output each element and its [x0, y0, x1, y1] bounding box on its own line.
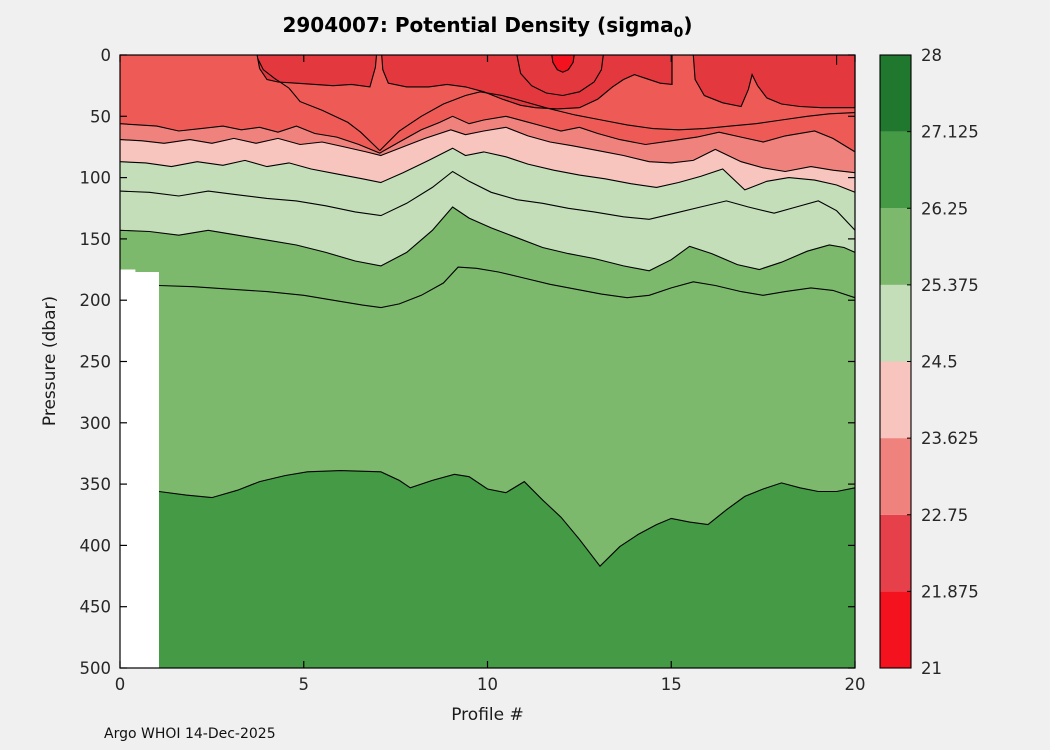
y-tick-label: 0 — [101, 46, 112, 65]
colorbar: 21 21.875 22.75 23.625 24.5 25.375 26.25 27.125… — [879, 46, 979, 678]
colorbar-tick-label: 26.25 — [921, 199, 968, 218]
y-tick-label: 300 — [80, 414, 112, 433]
colorbar-band — [880, 284, 911, 362]
y-tick-label: 50 — [90, 107, 111, 126]
pale-green-band-top-line — [119, 147, 856, 193]
dark-green-band-top-fill — [159, 470, 855, 668]
colorbar-tick-label: 25.375 — [921, 276, 979, 295]
mid-green-band-top-line — [119, 206, 856, 272]
colorbar-tick-label: 27.125 — [921, 123, 979, 142]
x-tick-label: 20 — [845, 675, 866, 694]
dark-red-patch-center — [381, 55, 672, 109]
dark-red-patch-right-outline — [692, 54, 856, 109]
colorbar-band — [880, 55, 911, 132]
dark-red-patch-center-outline — [381, 54, 673, 110]
colorbar-band — [880, 131, 911, 209]
red-zone-line-left — [257, 58, 381, 151]
colorbar-tick-label: 22.75 — [921, 506, 968, 525]
y-tick-label: 400 — [80, 536, 112, 555]
title-suffix: ) — [683, 13, 693, 37]
x-tick-label: 0 — [115, 675, 126, 694]
colorbar-tick-label: 21 — [921, 659, 942, 678]
dark-red-patch-left — [257, 55, 377, 87]
colorbar-band — [880, 361, 911, 439]
colorbar-band — [880, 591, 911, 668]
salmon-band-top-line — [119, 115, 856, 154]
colorbar-band — [880, 208, 911, 285]
y-tick-label: 200 — [80, 291, 112, 310]
watermark-annotation: Argo WHOI 14-Dec-2025 — [104, 726, 276, 742]
y-tick-label: 350 — [80, 475, 112, 494]
y-tick-label: 450 — [80, 598, 112, 617]
title-text: 2904007: Potential Density (sigma — [282, 13, 674, 37]
red-zone-line-right — [379, 91, 856, 151]
contour-fills — [120, 55, 855, 669]
colorbar-band — [880, 438, 911, 515]
bright-red-blob-outline — [551, 54, 575, 73]
colorbar-tick-label: 21.875 — [921, 582, 979, 601]
y-tick-label: 150 — [80, 230, 112, 249]
title-subscript: 0 — [673, 25, 684, 41]
colorbar-tick-label: 28 — [921, 46, 942, 65]
colorbar-tick-label: 24.5 — [921, 353, 958, 372]
x-tick-label: 10 — [477, 675, 498, 694]
surface-red-ring-line — [516, 54, 604, 97]
dark-red-patch-right — [693, 55, 855, 108]
contour-lines — [119, 54, 856, 568]
colorbar-band — [880, 514, 911, 592]
plot-title: 2904007: Potential Density (sigma0) — [120, 13, 855, 41]
mid-green-internal-line — [158, 266, 856, 309]
colorbar-tick-label: 23.625 — [921, 429, 979, 448]
missing-data-white — [120, 269, 159, 668]
y-tick-label: 250 — [80, 353, 112, 372]
dark-green-band-top-line — [158, 470, 856, 568]
pale-green-internal-line — [119, 170, 856, 231]
dark-red-patch-left-outline — [256, 54, 378, 88]
y-tick-label: 100 — [80, 169, 112, 188]
x-axis-label: Profile # — [451, 705, 524, 725]
x-tick-label: 5 — [299, 675, 310, 694]
pink-band-top-line — [119, 126, 856, 174]
x-tick-label: 15 — [661, 675, 682, 694]
y-tick-label: 500 — [80, 659, 112, 678]
y-axis-label: Pressure (dbar) — [40, 295, 60, 427]
bright-red-blob — [551, 55, 575, 73]
